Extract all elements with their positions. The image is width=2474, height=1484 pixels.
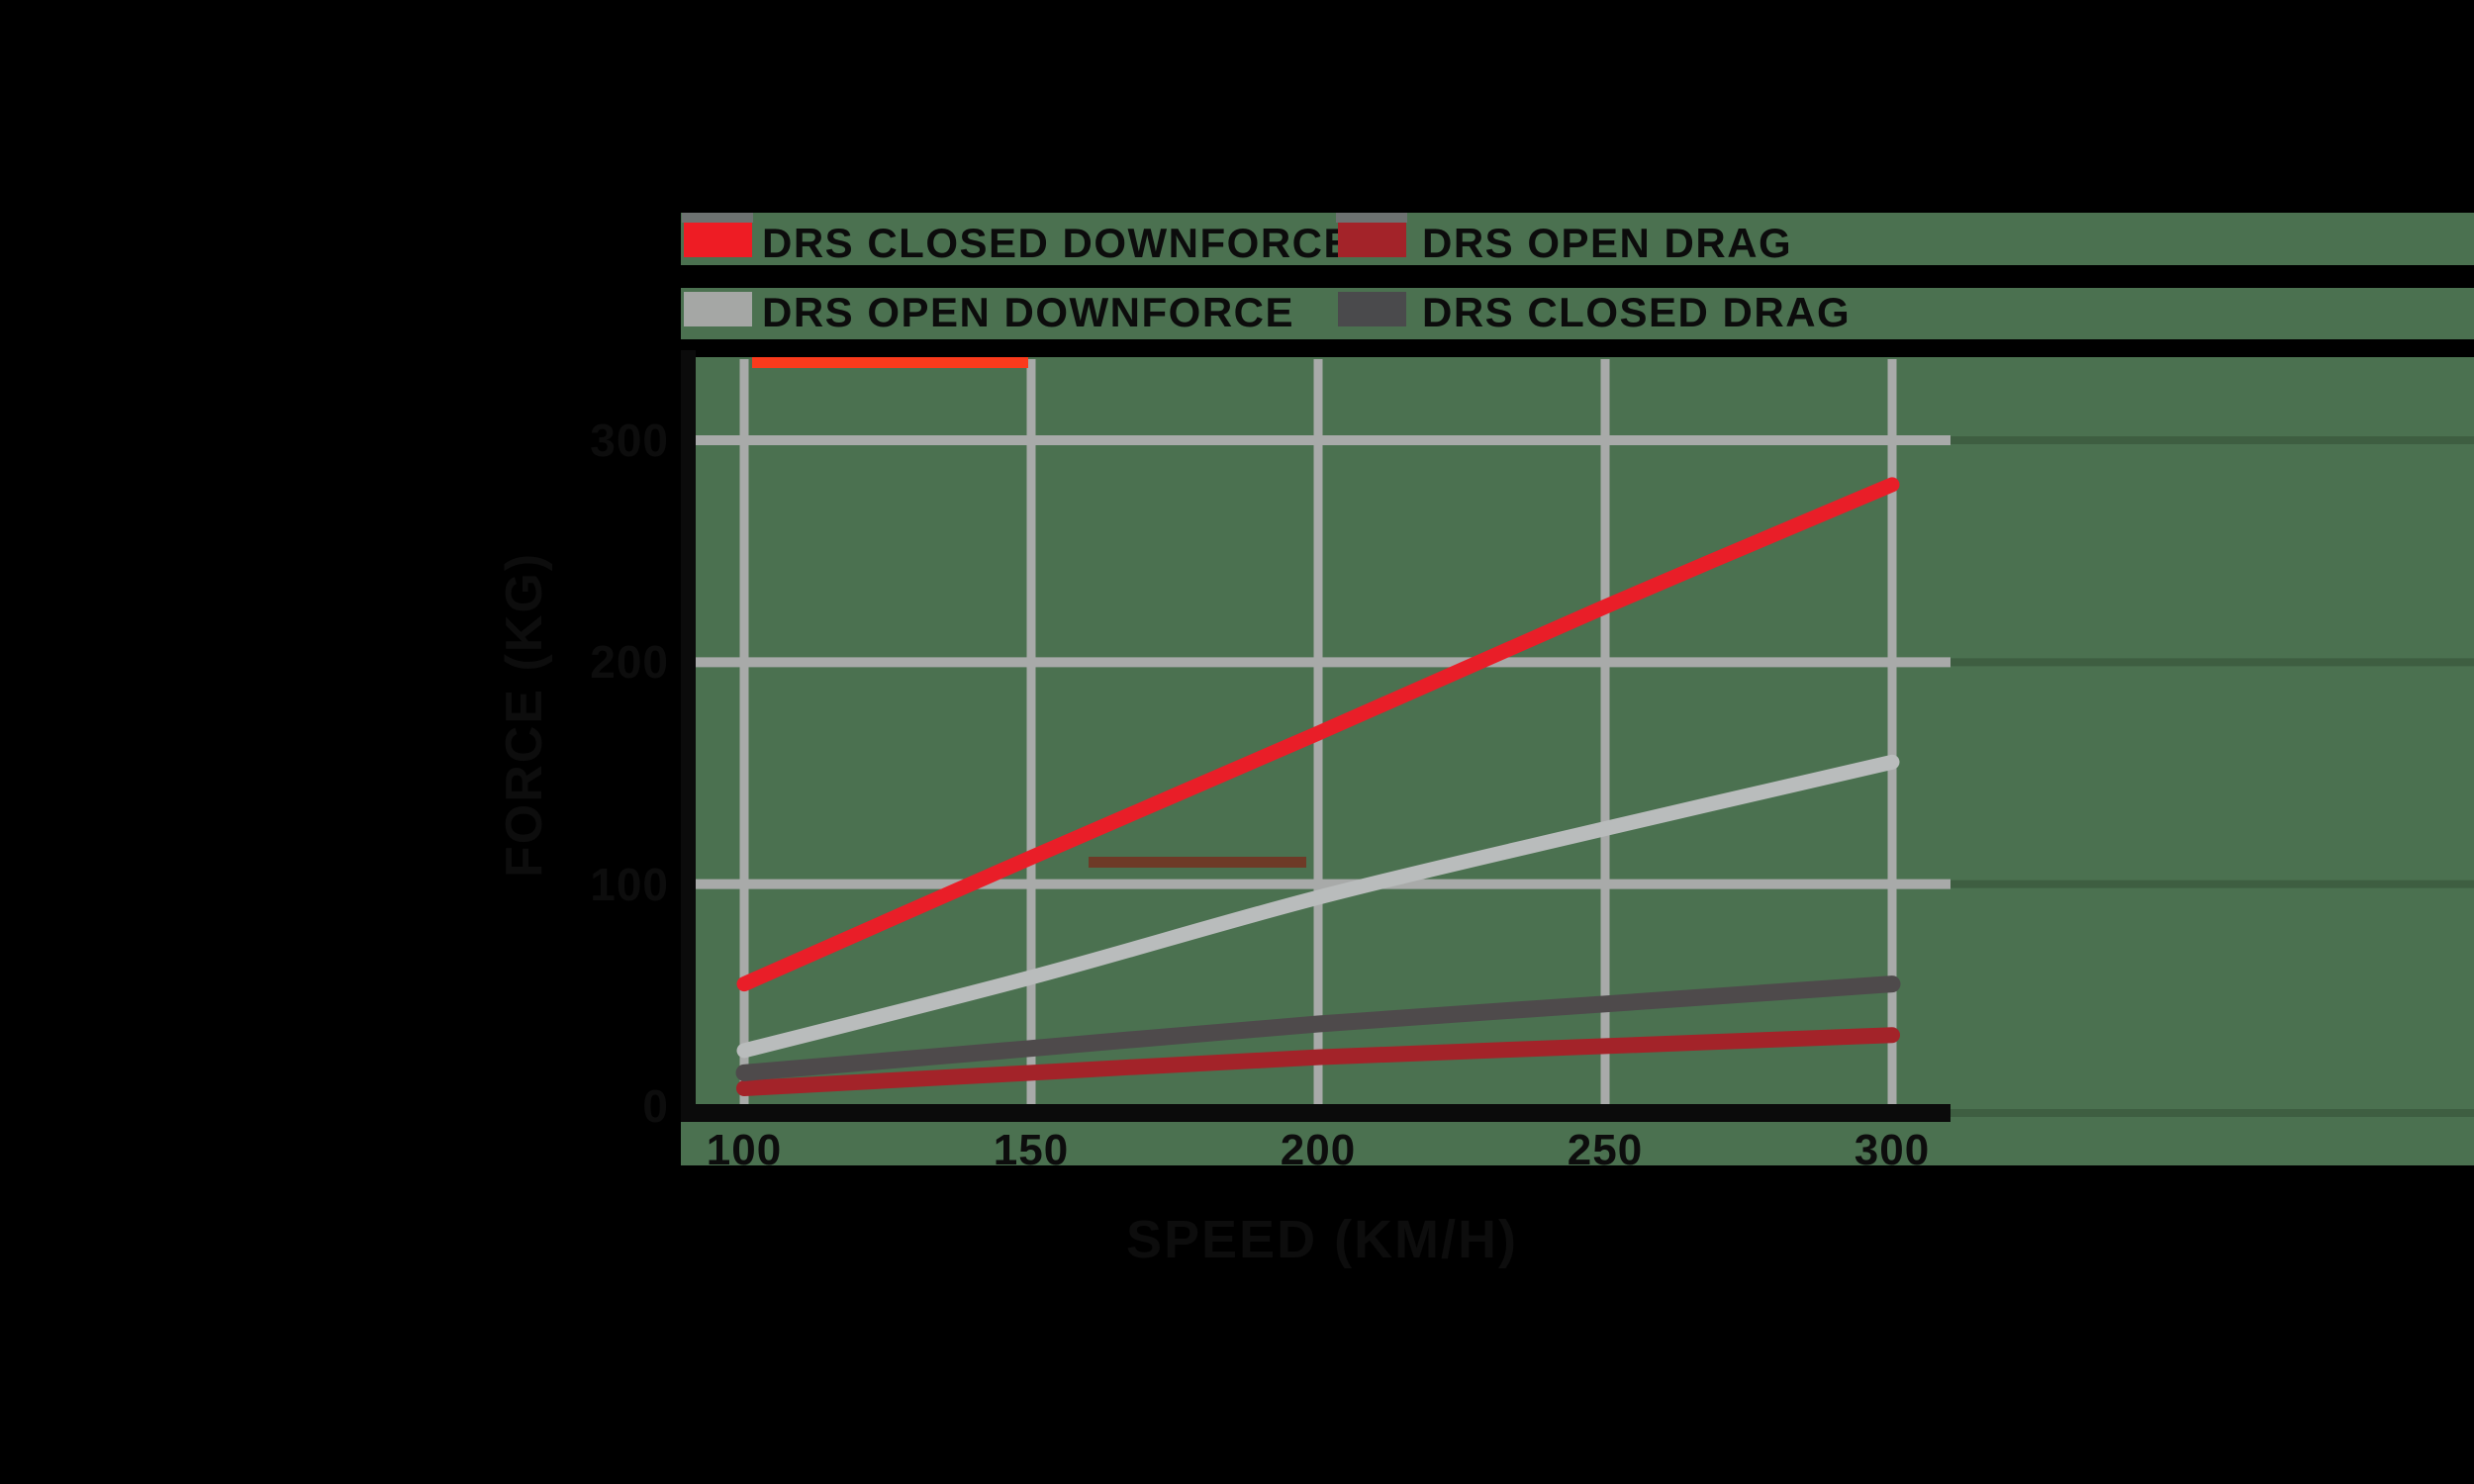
y-tick-label: 100 <box>590 858 669 910</box>
x-tick-label: 250 <box>1567 1126 1644 1174</box>
legend-swatch <box>684 223 752 257</box>
series-line-drs-closed-downforce <box>736 477 1900 992</box>
x-tick-label: 300 <box>1854 1126 1931 1174</box>
separator-stripe <box>681 265 2474 288</box>
series-line-drs-open-drag <box>736 1027 1900 1097</box>
y-axis-line <box>681 350 696 1122</box>
series-line-drs-closed-drag <box>735 975 1901 1081</box>
legend-swatch <box>1338 223 1406 257</box>
brown-bar-artifact <box>1089 857 1306 868</box>
legend-swatch-sliver <box>682 213 753 223</box>
x-tick-label: 150 <box>993 1126 1070 1174</box>
legend-swatch-sliver <box>1336 213 1407 223</box>
y-tick-label: 200 <box>590 636 669 689</box>
legend-swatch <box>1338 292 1406 326</box>
x-tick-label: 200 <box>1280 1126 1357 1174</box>
x-axis-title: SPEED (KM/H) <box>1125 1210 1519 1269</box>
legend-label: DRS OPEN DRAG <box>1422 220 1793 266</box>
red-bar-artifact <box>752 357 1028 368</box>
y-tick-label: 0 <box>642 1080 669 1132</box>
legend-label: DRS OPEN DOWNFORCE <box>762 289 1295 335</box>
x-axis-line <box>681 1104 1951 1122</box>
separator-stripe <box>681 339 2474 357</box>
legend-label: DRS CLOSED DOWNFORCE <box>762 220 1353 266</box>
legend-label: DRS CLOSED DRAG <box>1422 289 1852 335</box>
series-line-drs-open-downforce <box>736 754 1900 1059</box>
y-tick-label: 300 <box>590 415 669 466</box>
y-axis-title: FORCE (KG) <box>496 551 553 878</box>
legend-swatch <box>684 292 752 326</box>
x-tick-label: 100 <box>706 1126 783 1174</box>
